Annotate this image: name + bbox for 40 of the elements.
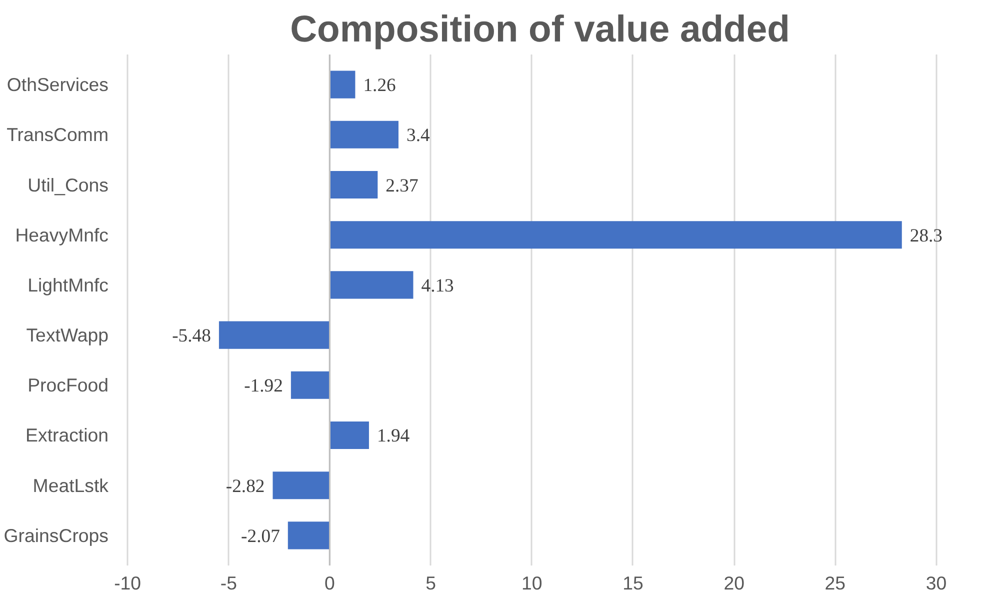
- bar: [218, 321, 330, 349]
- y-tick-label: ProcFood: [28, 374, 109, 396]
- bar: [330, 170, 378, 199]
- y-tick-label: Extraction: [26, 424, 108, 446]
- y-tick-label: TextWapp: [26, 324, 109, 346]
- data-label: 2.37: [386, 175, 418, 196]
- x-tick-label: 25: [824, 572, 846, 594]
- data-label: 4.13: [421, 275, 454, 296]
- data-label: 3.4: [406, 125, 430, 146]
- data-label: -2.07: [241, 526, 280, 547]
- x-tick-label: 20: [724, 572, 744, 594]
- bar: [288, 522, 330, 550]
- bar: [330, 421, 369, 450]
- chart-title: Composition of value added: [290, 8, 790, 50]
- y-tick-label: MeatLstk: [32, 474, 110, 496]
- data-label: 1.94: [376, 426, 410, 447]
- x-tick-label: 30: [926, 572, 947, 594]
- y-tick-label: GrainsCrops: [4, 524, 109, 546]
- x-tick-label: 0: [324, 572, 335, 594]
- bar: [330, 120, 398, 148]
- data-label: -5.48: [172, 326, 211, 347]
- y-tick-label: Util_Cons: [28, 174, 108, 196]
- x-tick-label: 5: [426, 572, 436, 594]
- data-label: 28.3: [910, 225, 943, 246]
- data-label: 1.26: [363, 75, 396, 96]
- y-tick-label: HeavyMnfc: [15, 224, 109, 246]
- x-tick-label: -5: [220, 572, 237, 594]
- data-label: -2.82: [226, 476, 265, 497]
- data-label: -1.92: [244, 376, 283, 397]
- x-tick-label: -10: [114, 572, 142, 594]
- x-tick-label: 15: [622, 572, 644, 594]
- bar: [330, 70, 356, 98]
- bar: [330, 221, 902, 249]
- bar: [272, 472, 330, 500]
- y-tick-label: OthServices: [6, 74, 108, 96]
- bar: [330, 271, 414, 299]
- bar: [290, 371, 330, 399]
- x-tick-label: 10: [522, 572, 542, 594]
- y-tick-label: LightMnfc: [28, 274, 109, 296]
- y-tick-label: TransComm: [6, 124, 109, 146]
